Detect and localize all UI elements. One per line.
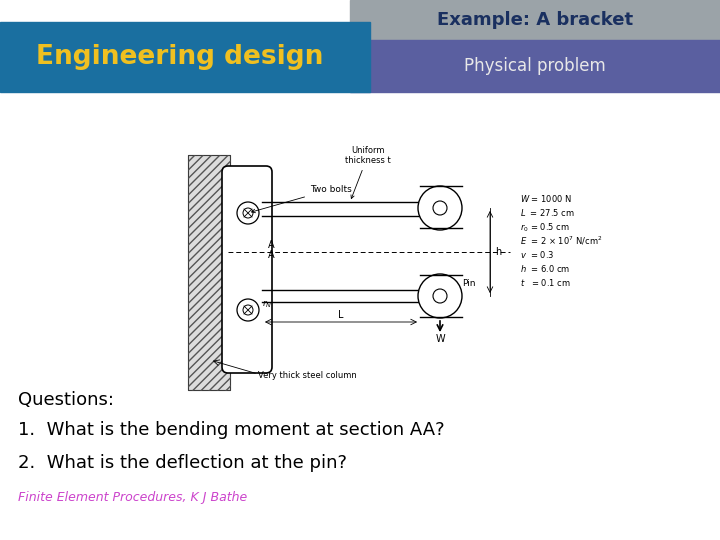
Text: Questions:: Questions: (18, 391, 114, 409)
Text: Uniform
thickness t: Uniform thickness t (345, 146, 391, 199)
Text: Pin: Pin (462, 279, 475, 288)
FancyBboxPatch shape (222, 166, 272, 373)
Text: Physical problem: Physical problem (464, 57, 606, 75)
Text: $r_0$ = 0.5 cm: $r_0$ = 0.5 cm (520, 221, 570, 233)
Text: 1.  What is the bending moment at section AA?: 1. What is the bending moment at section… (18, 421, 445, 439)
Bar (188, 155, 230, 390)
Circle shape (418, 186, 462, 230)
Bar (0, 22, 370, 92)
Text: $r_N$: $r_N$ (262, 299, 272, 310)
Circle shape (243, 305, 253, 315)
Circle shape (243, 208, 253, 218)
Text: Two bolts: Two bolts (251, 185, 352, 213)
Circle shape (433, 201, 447, 215)
Text: $h$  = 6.0 cm: $h$ = 6.0 cm (520, 263, 570, 274)
Text: Very thick steel column: Very thick steel column (258, 370, 356, 380)
Bar (350, 40, 720, 92)
Text: $W$ = 1000 N: $W$ = 1000 N (520, 193, 572, 204)
Text: 2.  What is the deflection at the pin?: 2. What is the deflection at the pin? (18, 454, 347, 472)
Circle shape (237, 202, 259, 224)
Text: Engineering design: Engineering design (36, 44, 324, 70)
Bar (350, 0, 720, 40)
Text: $E$  = 2 × 10$^7$ N/cm$^2$: $E$ = 2 × 10$^7$ N/cm$^2$ (520, 235, 603, 247)
Text: h: h (495, 247, 501, 257)
Text: $L$  = 27.5 cm: $L$ = 27.5 cm (520, 207, 575, 218)
Text: Example: A bracket: Example: A bracket (437, 11, 633, 29)
Text: $v$  = 0.3: $v$ = 0.3 (520, 249, 554, 260)
Circle shape (237, 299, 259, 321)
Text: W: W (435, 334, 445, 344)
Circle shape (418, 274, 462, 318)
Circle shape (433, 289, 447, 303)
Text: A: A (268, 240, 274, 250)
Text: A: A (268, 250, 274, 260)
Text: Finite Element Procedures, K J Bathe: Finite Element Procedures, K J Bathe (18, 490, 247, 503)
Bar (188, 155, 230, 390)
Text: $t$   = 0.1 cm: $t$ = 0.1 cm (520, 277, 571, 288)
Text: L: L (338, 310, 343, 320)
